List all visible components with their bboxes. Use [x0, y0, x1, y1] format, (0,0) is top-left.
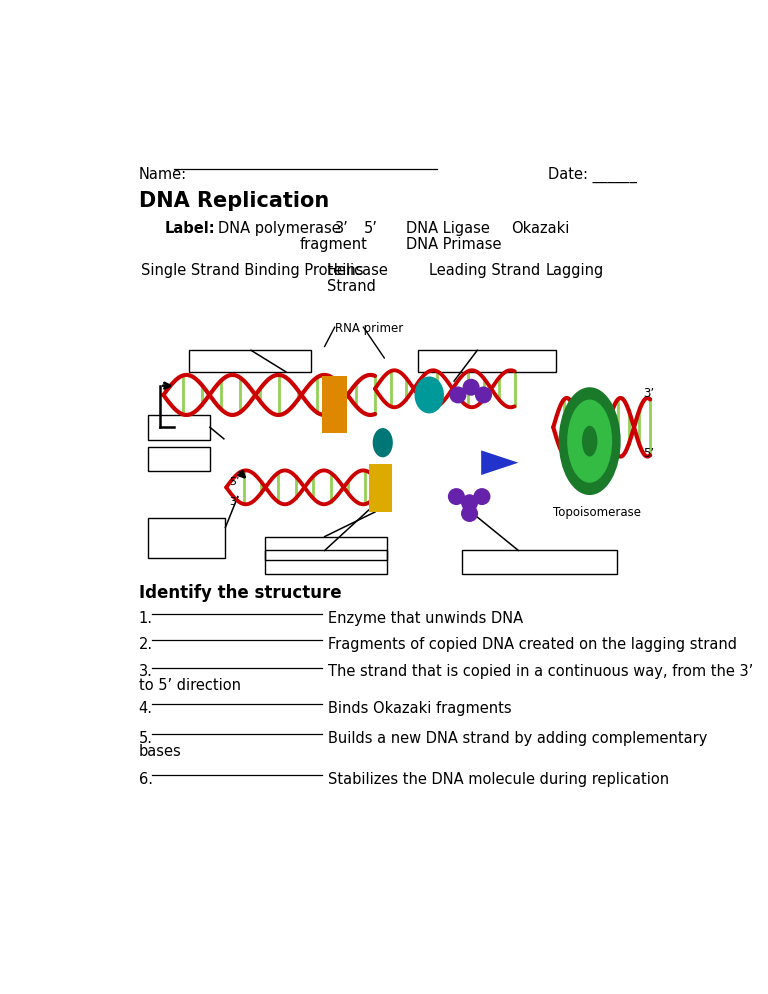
- Text: Identify the structure: Identify the structure: [139, 584, 341, 602]
- Text: Builds a new DNA strand by adding complementary: Builds a new DNA strand by adding comple…: [329, 731, 708, 746]
- Ellipse shape: [415, 377, 444, 414]
- Text: Binds Okazaki fragments: Binds Okazaki fragments: [329, 702, 512, 717]
- Bar: [418, 350, 555, 372]
- Text: Leading Strand: Leading Strand: [429, 263, 541, 278]
- Text: Strand: Strand: [327, 279, 376, 294]
- Text: 4.: 4.: [139, 702, 153, 717]
- Bar: [265, 551, 387, 574]
- Text: DNA Ligase: DNA Ligase: [406, 221, 490, 236]
- Text: 6.: 6.: [139, 772, 153, 787]
- Text: Single Strand Binding Proteins: Single Strand Binding Proteins: [141, 263, 363, 278]
- Bar: [148, 518, 226, 559]
- Circle shape: [449, 387, 466, 404]
- Text: Topoisomerase: Topoisomerase: [553, 506, 641, 519]
- Text: RNA primer: RNA primer: [335, 322, 403, 335]
- Text: 2.: 2.: [139, 637, 153, 652]
- Text: 3.: 3.: [139, 664, 153, 680]
- Text: DNA polymerase: DNA polymerase: [218, 221, 341, 236]
- Circle shape: [475, 387, 492, 404]
- Text: 3’: 3’: [230, 497, 240, 507]
- Polygon shape: [482, 450, 518, 475]
- Bar: [462, 551, 617, 574]
- Circle shape: [461, 494, 478, 511]
- Text: Lagging: Lagging: [545, 263, 604, 278]
- Ellipse shape: [558, 388, 621, 495]
- Text: 5’: 5’: [363, 221, 377, 236]
- Bar: [148, 414, 210, 439]
- Circle shape: [461, 505, 478, 522]
- Text: 3’: 3’: [643, 388, 654, 401]
- Ellipse shape: [582, 425, 598, 456]
- Text: bases: bases: [139, 744, 181, 758]
- Text: 3’: 3’: [335, 221, 349, 236]
- Text: Stabilizes the DNA molecule during replication: Stabilizes the DNA molecule during repli…: [329, 772, 670, 787]
- Text: Date: ______: Date: ______: [548, 167, 637, 183]
- Text: Name:: Name:: [139, 167, 187, 182]
- Text: Enzyme that unwinds DNA: Enzyme that unwinds DNA: [329, 610, 524, 625]
- Text: 5’: 5’: [643, 446, 654, 459]
- Text: DNA Primase: DNA Primase: [406, 238, 502, 252]
- Bar: [189, 350, 312, 372]
- Circle shape: [473, 488, 491, 505]
- Text: Label:: Label:: [164, 221, 215, 236]
- Text: 5.: 5.: [139, 731, 153, 746]
- Text: 1.: 1.: [139, 610, 153, 625]
- Ellipse shape: [568, 400, 612, 483]
- Bar: [148, 446, 210, 471]
- Circle shape: [448, 488, 465, 505]
- Text: to 5’ direction: to 5’ direction: [139, 678, 240, 693]
- Text: Fragments of copied DNA created on the lagging strand: Fragments of copied DNA created on the l…: [329, 637, 737, 652]
- Text: Okazaki: Okazaki: [511, 221, 570, 236]
- Ellipse shape: [372, 428, 392, 457]
- Bar: [323, 376, 347, 433]
- Text: 5’: 5’: [230, 477, 240, 487]
- Text: DNA Replication: DNA Replication: [139, 191, 329, 211]
- Bar: [265, 537, 387, 560]
- Text: Helicase: Helicase: [327, 263, 389, 278]
- Bar: [369, 464, 392, 512]
- Text: The strand that is copied in a continuous way, from the 3’: The strand that is copied in a continuou…: [329, 664, 753, 680]
- Text: fragment: fragment: [300, 238, 368, 252]
- Circle shape: [462, 379, 480, 396]
